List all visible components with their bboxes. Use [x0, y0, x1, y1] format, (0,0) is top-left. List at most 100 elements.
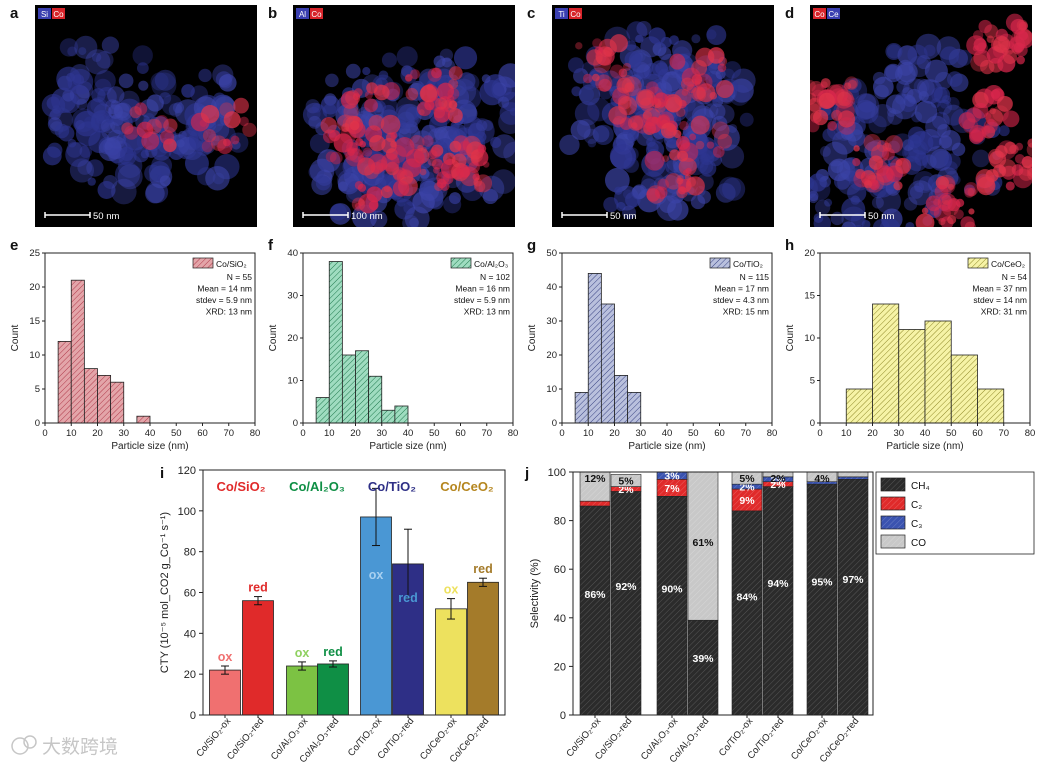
scale-bar-label: 50 nm [93, 211, 119, 222]
eds-blue-dot [450, 78, 477, 105]
histogram-bar [614, 374, 629, 424]
eds-blue-dot [914, 182, 925, 193]
histogram-bar [368, 375, 383, 424]
eds-blue-dot [660, 36, 672, 48]
eds-red-dot [864, 180, 873, 189]
eds-blue-dot [656, 195, 683, 221]
legend-label: Co/TiO₂ [733, 259, 763, 269]
eds-red-dot [835, 101, 855, 121]
histogram-bar [977, 388, 1005, 424]
eds-red-dot [603, 46, 613, 57]
x-tick-label: 10 [841, 428, 852, 439]
eds-red-dot [354, 202, 362, 210]
eds-blue-dot [132, 45, 153, 66]
segment-label: 39% [692, 653, 714, 665]
eds-red-dot [1014, 153, 1025, 164]
eds-blue-dot [86, 98, 107, 119]
eds-blue-dot [453, 46, 478, 70]
eds-blue-dot [325, 73, 339, 88]
eds-red-dot [802, 101, 808, 107]
eds-blue-dot [587, 138, 597, 148]
stats-line: Mean = 14 nm [197, 284, 252, 294]
eds-blue-dot [837, 170, 862, 195]
eds-red-dot [980, 59, 995, 75]
eds-red-dot [456, 164, 471, 179]
selectivity-segment [610, 474, 642, 487]
eds-red-dot [368, 115, 385, 131]
eds-red-dot [343, 104, 359, 120]
eds-blue-dot [74, 35, 98, 59]
watermark-logo-icon [11, 737, 29, 755]
eds-blue-dot [819, 175, 831, 188]
eds-red-dot [976, 176, 996, 196]
eds-blue-dot [107, 86, 125, 104]
panel-letter-c: c [527, 5, 535, 22]
eds-red-dot [818, 92, 835, 109]
histogram-bar [587, 272, 602, 424]
eds-blue-dot [932, 150, 953, 170]
y-tick-label: 30 [546, 316, 557, 327]
eds-red-dot [842, 94, 855, 108]
legend-swatch [709, 257, 731, 269]
eds-blue-dot [568, 57, 584, 74]
bar-label: red [473, 562, 492, 576]
eds-blue-dot [83, 116, 96, 129]
eds-blue-dot [198, 68, 212, 83]
panel-letter-j: j [524, 465, 529, 482]
eds-blue-dot [67, 46, 78, 57]
eds-red-dot [136, 121, 154, 139]
eds-blue-dot [840, 127, 854, 140]
y-tick-label: 15 [804, 291, 815, 302]
segment-label: 2% [770, 473, 786, 485]
eds-red-dot [575, 42, 583, 50]
eds-blue-dot [67, 68, 94, 95]
eds-blue-dot [625, 40, 637, 51]
eds-red-dot [1015, 142, 1024, 151]
eds-blue-dot [938, 135, 953, 149]
y-tick-label: 80 [554, 516, 566, 528]
selectivity-segment [687, 471, 719, 621]
eds-blue-dot [482, 188, 499, 205]
y-tick-label: 60 [554, 564, 566, 576]
stats-line: XRD: 13 nm [464, 307, 510, 317]
element-tag-co: Co [311, 10, 322, 19]
eds-blue-dot [144, 164, 162, 182]
legend-label: C₃ [911, 519, 922, 530]
eds-red-dot [233, 97, 249, 114]
eds-red-dot [827, 120, 838, 131]
eds-blue-dot [450, 121, 460, 131]
eds-blue-dot [176, 139, 185, 148]
eds-red-dot [921, 207, 929, 214]
x-tick-label: 40 [145, 428, 156, 439]
y-tick-label: 10 [287, 376, 298, 387]
eds-blue-dot [78, 47, 87, 56]
eds-blue-dot [951, 142, 966, 156]
y-tick-label: 0 [552, 418, 557, 429]
x-tick-label: 0 [42, 428, 47, 439]
eds-red-dot [242, 122, 257, 138]
eds-blue-dot [499, 102, 515, 125]
element-tag-box [296, 8, 309, 19]
eds-blue-dot [87, 177, 96, 186]
eds-blue-dot [610, 144, 637, 170]
legend-label: CH₄ [911, 481, 930, 492]
eds-red-dot [831, 109, 843, 121]
histogram-bar [627, 391, 642, 424]
eds-blue-dot [443, 195, 462, 214]
eds-red-dot [627, 115, 644, 131]
eds-blue-dot [302, 102, 327, 127]
eds-blue-dot [655, 62, 668, 76]
eds-blue-dot [311, 103, 322, 113]
stats-line: stdev = 5.9 nm [454, 295, 510, 305]
eds-blue-dot [951, 175, 961, 185]
eds-blue-dot [709, 103, 726, 120]
eds-blue-dot [574, 101, 600, 126]
x-tick-label: 60 [455, 428, 466, 439]
scale-bar-label: 50 nm [610, 211, 636, 222]
eds-red-dot [380, 186, 393, 199]
segment-label: 4% [814, 473, 830, 485]
x-tick-label: 70 [223, 428, 234, 439]
eds-blue-dot [491, 169, 515, 194]
eds-red-dot [418, 109, 425, 116]
eds-map-signal [302, 46, 515, 227]
